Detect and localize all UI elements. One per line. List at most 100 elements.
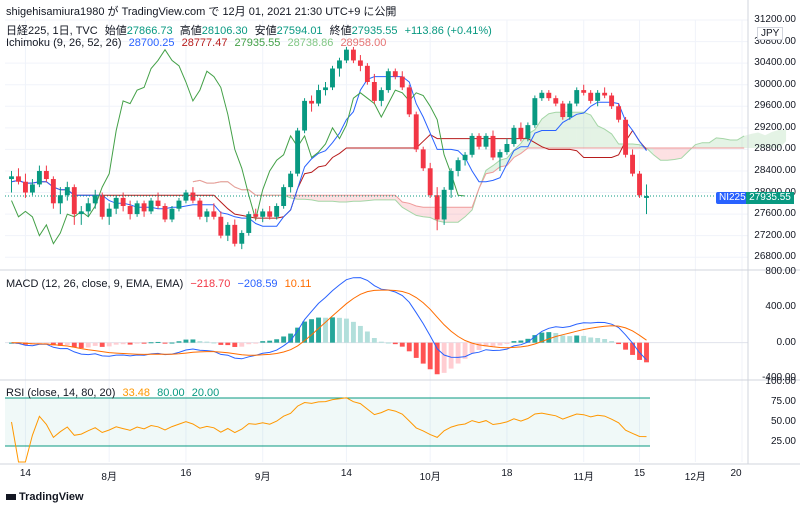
cloud-segment xyxy=(730,139,738,149)
cloud-segment xyxy=(597,125,605,149)
cloud-segment xyxy=(402,201,410,212)
candle-body xyxy=(260,211,266,217)
ichimoku-v1: 28700.25 xyxy=(128,37,175,49)
price-tick-label: 28400.00 xyxy=(754,164,796,176)
candle-body xyxy=(392,71,398,77)
candle-body xyxy=(602,92,608,96)
time-tick-label: 8月 xyxy=(101,472,117,483)
candle-body xyxy=(553,98,559,104)
close-value: 27935.55 xyxy=(351,25,398,37)
candle-body xyxy=(232,224,238,244)
tradingview-logo[interactable]: TradingView xyxy=(6,491,84,503)
macd-histogram-bar xyxy=(211,342,217,344)
candle-body xyxy=(239,232,245,244)
cloud-segment xyxy=(765,131,773,149)
rsi-legend[interactable]: RSI (close, 14, 80, 20) 33.48 80.00 20.0… xyxy=(6,387,223,399)
macd-histogram-bar xyxy=(204,341,210,343)
ichimoku-legend[interactable]: Ichimoku (9, 26, 52, 26) 28700.25 28777.… xyxy=(6,37,390,49)
candle-body xyxy=(211,211,217,217)
candle-body xyxy=(225,224,231,236)
cloud-segment xyxy=(492,160,500,173)
pane-separators xyxy=(0,0,800,465)
macd-histogram-bar xyxy=(385,342,391,344)
macd-histogram-bar xyxy=(637,342,642,360)
candle-body xyxy=(288,173,294,188)
macd-histogram-bar xyxy=(420,342,426,364)
candle-body xyxy=(406,87,412,115)
candle-body xyxy=(50,179,56,204)
cloud-segment xyxy=(709,137,717,149)
macd-legend[interactable]: MACD (12, 26, close, 9, EMA, EMA) −218.7… xyxy=(6,278,315,290)
macd-tick-label: 800.00 xyxy=(765,266,796,277)
cloud-segment xyxy=(304,195,312,200)
candle-body xyxy=(511,127,517,144)
macd-histogram-bar xyxy=(190,339,196,343)
macd-histogram-bar xyxy=(413,342,419,358)
candle-body xyxy=(560,103,566,118)
candle-body xyxy=(574,90,580,104)
candle-body xyxy=(134,203,140,215)
price-tick-label: 29600.00 xyxy=(754,100,796,112)
candle-body xyxy=(546,92,552,99)
candle-body xyxy=(281,187,287,206)
candle-body xyxy=(623,119,629,155)
candle-body xyxy=(525,125,531,139)
cloud-segment xyxy=(395,195,403,208)
candle-body xyxy=(588,92,594,101)
low-value: 27594.01 xyxy=(276,25,323,37)
candle-body xyxy=(295,130,301,174)
rsi-band-fill xyxy=(5,398,650,446)
macd-histogram-bar xyxy=(518,340,524,343)
candle-body xyxy=(148,200,154,212)
macd-tick-label: -400.00 xyxy=(762,372,796,383)
symbol-label[interactable]: 日経225, 1日, TVC xyxy=(6,25,98,37)
rsi-tick-label: 100.00 xyxy=(765,376,796,387)
candle-body xyxy=(337,60,342,69)
macd-histogram-bar xyxy=(288,333,294,343)
cloud-segment xyxy=(318,195,326,202)
macd-histogram-bar xyxy=(197,341,203,343)
candle-body xyxy=(36,170,42,185)
time-tick-label: 15 xyxy=(633,468,646,479)
macd-histogram-bar xyxy=(392,342,398,345)
candle-body xyxy=(378,90,384,101)
candle-body xyxy=(490,135,496,158)
price-tick-label: 31200.00 xyxy=(754,14,796,25)
cloud-segment xyxy=(751,132,759,149)
cloud-segment xyxy=(779,129,787,149)
macd-histogram-bar xyxy=(476,342,482,350)
cloud-segment xyxy=(416,206,424,217)
candles xyxy=(5,46,748,250)
macd-histogram-bar xyxy=(616,342,622,345)
macd-histogram-bar xyxy=(92,342,98,346)
candle-body xyxy=(85,203,91,212)
cloud-segment xyxy=(332,195,340,202)
macd-histogram-bar xyxy=(574,335,580,343)
candle-body xyxy=(399,76,405,88)
macd-histogram-bar xyxy=(602,339,608,343)
macd-histogram-bar xyxy=(546,332,552,343)
macd-pane xyxy=(5,277,748,375)
macd-signal-value: 10.11 xyxy=(284,278,312,290)
candle-body xyxy=(92,195,98,204)
macd-histogram-bar xyxy=(169,342,175,344)
candle-body xyxy=(330,68,335,88)
macd-histogram-bar xyxy=(357,325,363,343)
candle-body xyxy=(190,192,196,201)
cloud-segment xyxy=(360,195,368,202)
author-line: shigehisamiura1980 が TradingView.com で 1… xyxy=(6,6,397,18)
macd-histogram-bar xyxy=(497,342,503,346)
change-value: +113.86 (+0.41%) xyxy=(404,25,492,37)
macd-histogram-bar xyxy=(316,317,321,343)
candle-body xyxy=(630,154,635,174)
macd-histogram-bar xyxy=(406,342,412,352)
candle-body xyxy=(197,200,203,217)
candle-body xyxy=(253,214,259,217)
candle-body xyxy=(455,160,461,171)
cloud-segment xyxy=(374,195,382,200)
rsi-line xyxy=(11,397,647,463)
candle-body xyxy=(316,90,321,104)
time-tick-label: 16 xyxy=(180,468,192,479)
price-tick-label: 29200.00 xyxy=(754,121,796,133)
